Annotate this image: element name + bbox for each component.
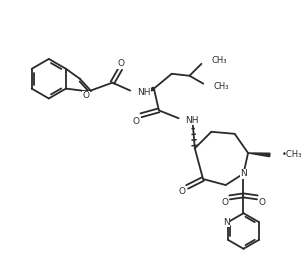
Text: O: O [221, 198, 228, 207]
Text: O: O [133, 117, 140, 126]
Text: O: O [118, 59, 125, 68]
Text: N: N [240, 169, 247, 178]
Text: N: N [223, 218, 229, 227]
Text: NH: NH [185, 116, 199, 125]
Polygon shape [144, 87, 155, 93]
Text: CH₃: CH₃ [211, 56, 227, 65]
Text: CH₃: CH₃ [213, 82, 229, 91]
Text: O: O [82, 91, 89, 100]
Text: •CH₃: •CH₃ [282, 150, 302, 160]
Text: NH: NH [137, 88, 151, 97]
Polygon shape [248, 153, 270, 157]
Text: O: O [179, 187, 186, 196]
Text: O: O [259, 198, 266, 207]
